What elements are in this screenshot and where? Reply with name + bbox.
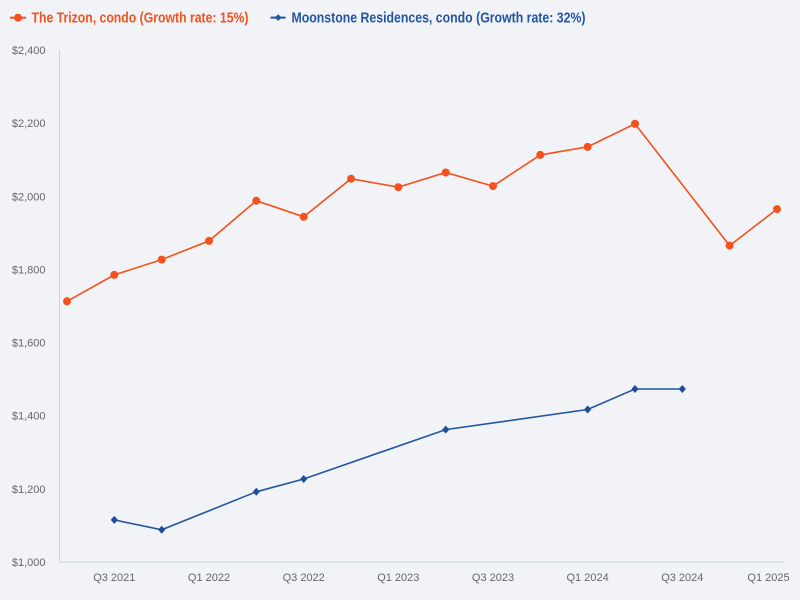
svg-text:The Trizon, condo (Growth rate: The Trizon, condo (Growth rate: 15%): [32, 10, 249, 27]
svg-text:$1,000: $1,000: [12, 557, 46, 569]
svg-text:Q1 2025: Q1 2025: [747, 572, 789, 584]
svg-text:$2,000: $2,000: [12, 191, 46, 203]
svg-text:Q3 2021: Q3 2021: [93, 572, 135, 584]
svg-text:Q3 2023: Q3 2023: [472, 572, 514, 584]
svg-text:$2,400: $2,400: [12, 45, 46, 57]
svg-text:Q1 2023: Q1 2023: [377, 572, 419, 584]
svg-text:Moonstone Residences, condo (G: Moonstone Residences, condo (Growth rate…: [292, 10, 586, 27]
svg-text:Q3 2022: Q3 2022: [283, 572, 325, 584]
svg-text:Q1 2024: Q1 2024: [566, 572, 608, 584]
svg-text:$1,600: $1,600: [12, 338, 46, 350]
svg-text:Q3 2024: Q3 2024: [661, 572, 703, 584]
svg-text:$1,800: $1,800: [12, 264, 46, 276]
svg-text:$1,200: $1,200: [12, 484, 46, 496]
svg-text:$1,400: $1,400: [12, 411, 46, 423]
svg-text:$2,200: $2,200: [12, 118, 46, 130]
svg-text:Q1 2022: Q1 2022: [188, 572, 230, 584]
